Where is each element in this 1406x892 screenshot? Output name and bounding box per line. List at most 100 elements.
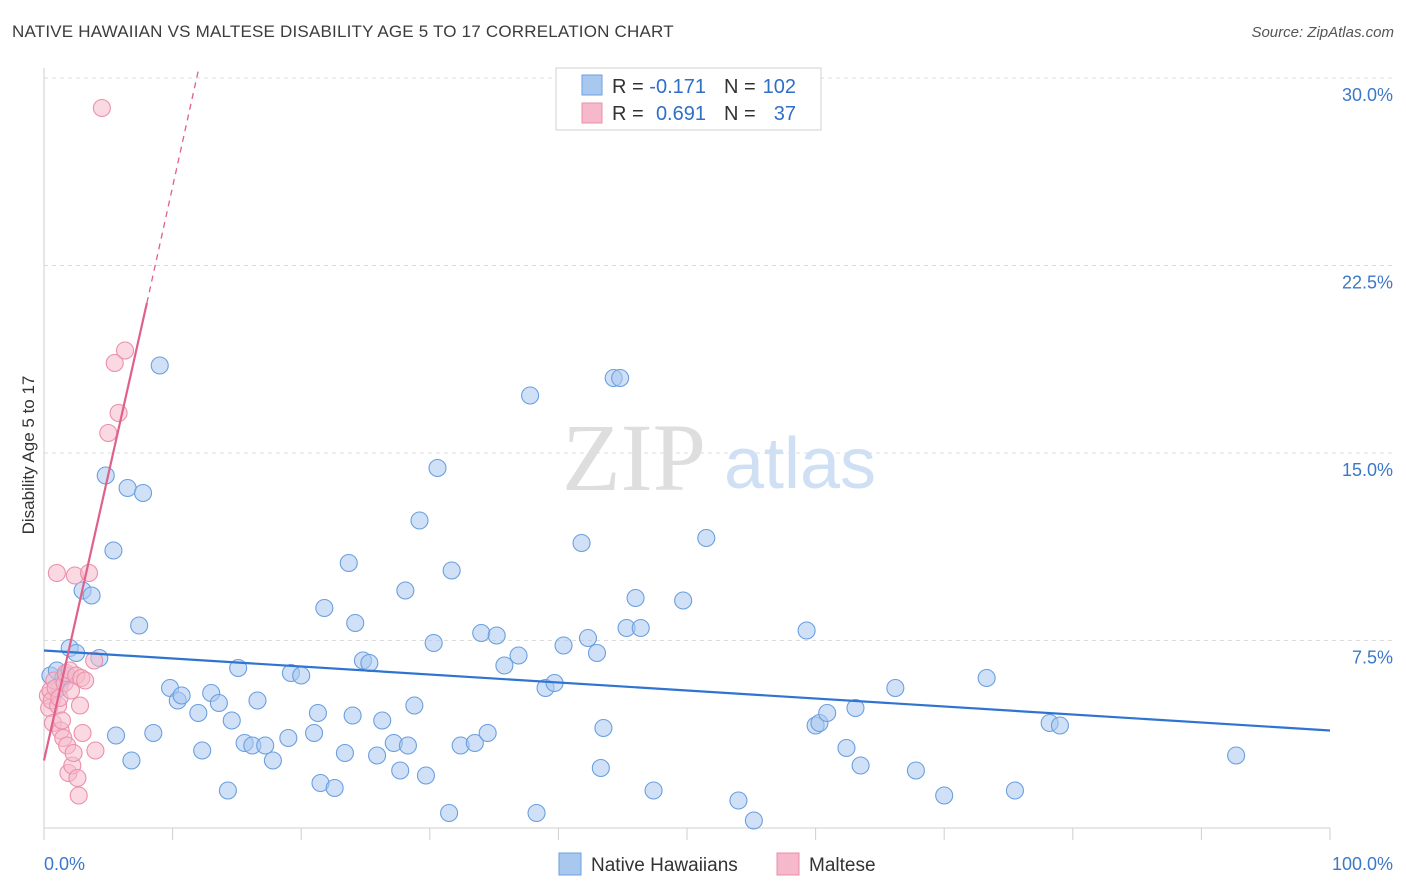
maltese-point — [105, 353, 124, 373]
native-hawaiians-point — [1050, 716, 1069, 735]
native-hawaiians-point — [308, 703, 327, 723]
native-hawaiians-point — [578, 628, 598, 648]
native-hawaiians-point — [631, 618, 650, 638]
native-hawaiians-point — [906, 761, 925, 780]
native-hawaiians-point — [222, 711, 241, 730]
native-hawaiians-point — [325, 778, 344, 798]
native-hawaiians-point — [846, 698, 865, 718]
native-hawaiians-point — [122, 751, 141, 770]
native-hawaiians-point — [487, 626, 506, 645]
native-hawaiians-point — [263, 751, 282, 770]
native-hawaiians-trend-line — [43, 649, 1331, 732]
native-hawaiians-point — [591, 758, 610, 778]
native-hawaiians-point — [248, 691, 267, 710]
native-hawaiians-point — [587, 643, 607, 663]
maltese-point — [47, 563, 66, 583]
native-hawaiians-point — [346, 613, 365, 633]
maltese-point — [115, 341, 135, 360]
native-hawaiians-point — [424, 633, 443, 653]
legend-r-label-1: R = — [612, 76, 644, 98]
legend-n-value-2: 37 — [774, 103, 796, 125]
chart-title: NATIVE HAWAIIAN VS MALTESE DISABILITY AG… — [12, 22, 674, 41]
native-hawaiians-point — [82, 586, 101, 605]
legend-n-value-1: 102 — [763, 76, 796, 98]
native-hawaiians-point — [935, 786, 954, 805]
native-hawaiians-point — [478, 723, 497, 743]
native-hawaiians-point — [305, 723, 324, 743]
native-hawaiians-point — [472, 623, 491, 643]
chart-source: Source: ZipAtlas.com — [1251, 24, 1394, 41]
native-hawaiians-point — [396, 581, 415, 600]
native-hawaiians-point — [172, 686, 191, 705]
native-hawaiians-point — [851, 756, 870, 775]
legend-swatch-pink — [581, 102, 603, 124]
native-hawaiians-point — [416, 766, 435, 785]
maltese-point — [99, 423, 118, 443]
y-tick-label: 15.0% — [1342, 460, 1393, 480]
native-hawaiians-point — [818, 703, 837, 723]
native-hawaiians-point — [611, 368, 630, 388]
correlation-legend: R = -0.171 N = 102 R = 0.691 N = 37 — [555, 67, 822, 131]
y-tick-label: 7.5% — [1352, 648, 1393, 668]
maltese-point — [86, 741, 105, 760]
x-tick-marks — [43, 828, 1331, 840]
series-legend-swatch-blue — [558, 852, 582, 876]
native-hawaiians-point — [360, 653, 379, 673]
native-hawaiians-point — [150, 356, 169, 375]
native-hawaiians-point — [391, 761, 410, 780]
maltese-point — [92, 98, 111, 118]
native-hawaiians-point — [373, 711, 392, 730]
legend-n-label-1: N = — [724, 76, 756, 98]
legend-r-value-2: 0.691 — [656, 103, 706, 125]
native-hawaiians-point — [343, 706, 362, 725]
x-tick-label-max: 100.0% — [1332, 854, 1393, 874]
native-hawaiians-point — [977, 668, 996, 688]
native-hawaiians-point — [744, 811, 763, 830]
grid-lines — [44, 77, 1392, 641]
native-hawaiians-point — [729, 791, 748, 810]
maltese-trend-line — [42, 302, 148, 761]
native-hawaiians-point — [405, 696, 424, 715]
native-hawaiians-point — [368, 746, 387, 765]
native-hawaiians-point — [292, 666, 311, 685]
maltese-point — [64, 743, 83, 763]
native-hawaiians-point — [256, 736, 275, 755]
maltese-point — [85, 651, 104, 670]
native-hawaiians-point — [626, 588, 645, 608]
trend-lines — [42, 70, 1331, 761]
series-legend-label-native-hawaiians: Native Hawaiians — [591, 855, 738, 876]
native-hawaiians-point — [106, 726, 126, 745]
native-hawaiians-point — [130, 616, 149, 635]
native-hawaiians-point — [1005, 781, 1024, 800]
maltese-point — [73, 723, 92, 743]
y-axis-title: Disability Age 5 to 17 — [19, 376, 38, 535]
native-hawaiians-point — [398, 736, 417, 755]
native-hawaiians-point — [572, 533, 591, 553]
y-tick-labels: 7.5% 15.0% 22.5% 30.0% — [1342, 85, 1393, 668]
native-hawaiians-point — [797, 621, 816, 640]
series-legend-swatch-pink — [776, 852, 800, 876]
maltese-point — [69, 786, 88, 805]
native-hawaiians-point — [440, 803, 459, 823]
maltese-point — [68, 768, 87, 788]
native-hawaiians-point — [886, 678, 905, 698]
watermark-atlas: atlas — [724, 424, 876, 504]
native-hawaiians-point — [104, 541, 123, 560]
x-tick-label-min: 0.0% — [44, 854, 85, 874]
native-hawaiians-point — [465, 733, 484, 753]
legend-r-value-1: -0.171 — [649, 76, 706, 98]
native-hawaiians-point — [554, 636, 573, 655]
native-hawaiians-point — [509, 646, 528, 665]
maltese-trend-extension — [146, 70, 199, 304]
native-hawaiians-point — [218, 781, 237, 800]
native-hawaiians-point — [495, 656, 514, 675]
series-legend: Native Hawaiians Maltese — [558, 852, 876, 876]
native-hawaiians-point — [521, 386, 540, 405]
y-tick-label: 22.5% — [1342, 273, 1393, 293]
watermark-zip: ZIP — [562, 404, 706, 511]
maltese-point — [70, 696, 90, 715]
native-hawaiians-point — [1227, 746, 1246, 765]
native-hawaiians-point — [410, 511, 429, 530]
series-legend-label-maltese: Maltese — [809, 855, 876, 876]
